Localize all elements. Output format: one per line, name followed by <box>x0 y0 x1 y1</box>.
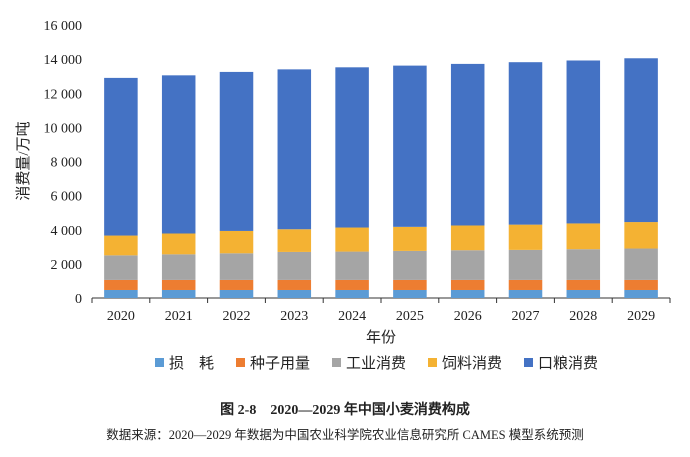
legend-label: 工业消费 <box>346 355 406 372</box>
bar-segment <box>219 289 254 298</box>
y-tick-label: 2 000 <box>51 258 83 273</box>
bar-segment <box>508 249 543 280</box>
bar-segment <box>450 279 485 290</box>
bar-segment <box>508 62 543 225</box>
y-tick-label: 14 000 <box>44 53 83 68</box>
bar-segment <box>335 251 369 280</box>
bar-segment <box>104 289 138 298</box>
bar-segment <box>508 279 543 290</box>
bar-segment <box>450 225 485 251</box>
bar-segment <box>219 253 254 280</box>
x-axis-label: 年份 <box>366 329 396 346</box>
bar-segment <box>566 60 601 224</box>
bar-segment <box>104 77 138 236</box>
bar-segment <box>335 227 369 252</box>
bar-segment <box>219 279 254 290</box>
bar-segment <box>161 289 196 298</box>
legend-swatch <box>428 358 437 367</box>
bar-segment <box>393 289 427 298</box>
bar-segment <box>277 251 312 280</box>
x-tick-label: 2021 <box>165 309 193 324</box>
bar-segment <box>277 289 312 298</box>
bar-segment <box>104 279 138 290</box>
bar-segment <box>624 58 658 223</box>
bar-segment <box>624 222 658 249</box>
bar-segment <box>335 67 369 228</box>
bar-segment <box>277 279 312 290</box>
legend-label: 饲料消费 <box>442 355 502 372</box>
bar-segment <box>161 254 196 280</box>
bar-segment <box>450 63 485 226</box>
bar-segment <box>219 230 254 254</box>
x-tick-label: 2028 <box>569 309 597 324</box>
x-tick-label: 2023 <box>280 309 308 324</box>
bar-segment <box>450 289 485 298</box>
y-tick-label: 0 <box>75 292 82 307</box>
bar-segment <box>624 248 658 280</box>
bar-segment <box>566 223 601 250</box>
bar-segment <box>393 279 427 290</box>
y-tick-label: 4 000 <box>51 224 83 239</box>
bar-segment <box>566 289 601 298</box>
bar-segment <box>161 279 196 290</box>
y-tick-label: 8 000 <box>51 156 83 171</box>
y-tick-label: 10 000 <box>44 121 83 136</box>
figure-source: 数据来源：2020—2029 年数据为中国农业科学院农业信息研究所 CAMES … <box>106 428 584 442</box>
bar-segment <box>393 250 427 280</box>
x-tick-label: 2020 <box>107 309 135 324</box>
bar-segment <box>161 233 196 255</box>
legend-swatch <box>155 358 164 367</box>
bar-segment <box>566 249 601 280</box>
bar-segment <box>450 250 485 280</box>
bar-segment <box>335 279 369 290</box>
bar-segment <box>393 65 427 227</box>
x-tick-label: 2022 <box>223 309 251 324</box>
bar-segment <box>624 279 658 290</box>
bar-segment <box>508 224 543 250</box>
x-tick-label: 2024 <box>338 309 366 324</box>
bar-segment <box>277 69 312 230</box>
x-tick-label: 2026 <box>454 309 482 324</box>
figure-title: 图 2-8 2020—2029 年中国小麦消费构成 <box>220 403 470 418</box>
bar-segment <box>335 289 369 298</box>
x-tick-label: 2029 <box>627 309 655 324</box>
legend-label: 损 耗 <box>169 355 214 372</box>
bar-segment <box>219 71 254 231</box>
bar-segment <box>104 235 138 256</box>
bar-segment <box>393 226 427 251</box>
legend-swatch <box>332 358 341 367</box>
legend-swatch <box>236 358 245 367</box>
y-tick-label: 12 000 <box>44 87 83 102</box>
bar-segment <box>277 229 312 252</box>
y-tick-label: 6 000 <box>51 190 83 205</box>
bar-segment <box>508 289 543 298</box>
bar-segment <box>566 279 601 290</box>
bar-segment <box>624 289 658 298</box>
bar-segment <box>161 75 196 234</box>
y-axis-label: 消费量/万吨 <box>15 121 32 200</box>
legend-label: 种子用量 <box>250 355 310 372</box>
legend-label: 口粮消费 <box>538 355 598 372</box>
y-tick-label: 16 000 <box>44 19 83 34</box>
x-tick-label: 2027 <box>512 309 540 324</box>
x-tick-label: 2025 <box>396 309 424 324</box>
bar-segment <box>104 255 138 280</box>
legend-swatch <box>524 358 533 367</box>
